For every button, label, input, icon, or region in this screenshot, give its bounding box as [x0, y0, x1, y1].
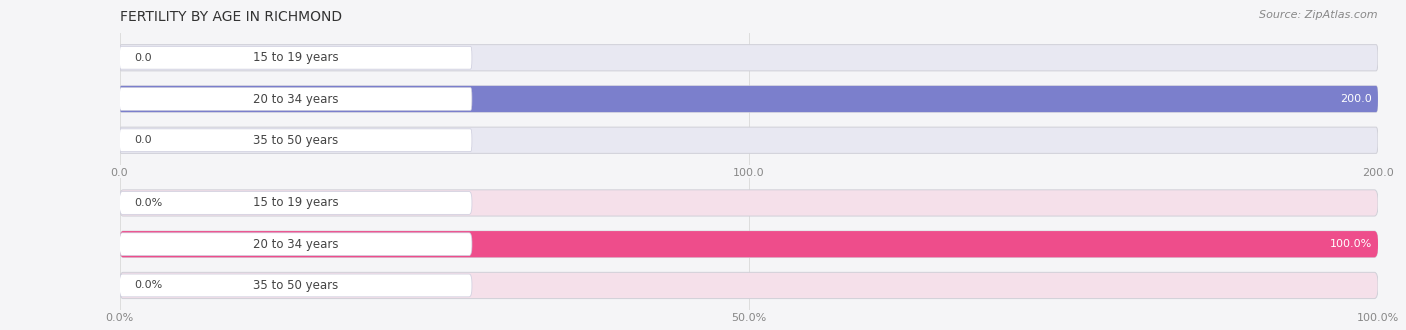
Text: 100.0%: 100.0% — [1329, 239, 1372, 249]
Text: 0.0: 0.0 — [135, 53, 152, 63]
Text: 15 to 19 years: 15 to 19 years — [253, 196, 339, 210]
FancyBboxPatch shape — [120, 233, 472, 255]
FancyBboxPatch shape — [120, 88, 472, 110]
Text: Source: ZipAtlas.com: Source: ZipAtlas.com — [1260, 10, 1378, 20]
FancyBboxPatch shape — [120, 274, 472, 297]
FancyBboxPatch shape — [120, 129, 472, 152]
Text: 35 to 50 years: 35 to 50 years — [253, 279, 339, 292]
Text: 20 to 34 years: 20 to 34 years — [253, 92, 339, 106]
FancyBboxPatch shape — [120, 45, 1378, 71]
Text: FERTILITY BY AGE IN RICHMOND: FERTILITY BY AGE IN RICHMOND — [120, 10, 342, 24]
Text: 0.0%: 0.0% — [135, 280, 163, 290]
FancyBboxPatch shape — [120, 272, 1378, 299]
Text: 15 to 19 years: 15 to 19 years — [253, 51, 339, 64]
Text: 0.0%: 0.0% — [135, 198, 163, 208]
FancyBboxPatch shape — [120, 47, 472, 69]
Text: 0.0: 0.0 — [135, 135, 152, 145]
FancyBboxPatch shape — [120, 191, 472, 214]
FancyBboxPatch shape — [120, 86, 1378, 112]
FancyBboxPatch shape — [120, 127, 1378, 153]
Text: 20 to 34 years: 20 to 34 years — [253, 238, 339, 251]
Text: 200.0: 200.0 — [1340, 94, 1372, 104]
FancyBboxPatch shape — [120, 190, 1378, 216]
FancyBboxPatch shape — [120, 86, 1378, 112]
Text: 35 to 50 years: 35 to 50 years — [253, 134, 339, 147]
FancyBboxPatch shape — [120, 231, 1378, 257]
FancyBboxPatch shape — [120, 231, 1378, 257]
